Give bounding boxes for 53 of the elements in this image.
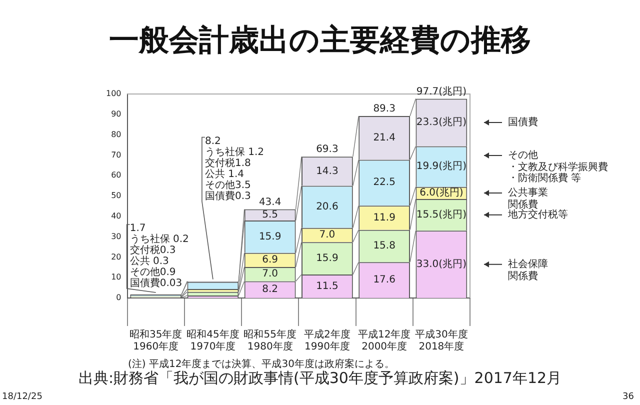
total-label: 69.3 xyxy=(316,144,338,156)
annotation: 1.7 うち社保 0.2 交付税0.3 公共 0.3 その他0.9 国債費0.03 xyxy=(130,223,189,290)
data-label: 7.0 xyxy=(262,268,278,280)
text: 18/12/25 xyxy=(2,392,42,402)
y-tick-label: 80 xyxy=(111,130,122,139)
data-label: 14.3 xyxy=(316,166,338,177)
data-label: 5.5 xyxy=(262,209,278,220)
data-label: 23.3(兆円) xyxy=(416,116,467,128)
text: ・防衛関係費 等 xyxy=(508,172,582,184)
text: 社会保障関係費 xyxy=(508,258,548,282)
text: 36 xyxy=(622,392,634,402)
data-label: 33.0(兆円) xyxy=(416,258,467,270)
y-tick-label: 30 xyxy=(111,232,122,241)
data-label: 15.9 xyxy=(316,252,338,264)
data-label: 19.9(兆円) xyxy=(416,160,467,172)
data-label: 6.0(兆円) xyxy=(420,186,464,199)
total-label: 43.4 xyxy=(258,196,282,208)
y-tick-label: 100 xyxy=(106,89,122,98)
data-label: 7.0 xyxy=(319,230,336,241)
y-tick-label: 10 xyxy=(111,272,122,282)
data-label: 15.9 xyxy=(258,231,282,242)
text: その他 xyxy=(508,149,538,162)
y-tick-label: 50 xyxy=(111,191,122,200)
text: (注) 平成12年度までは決算、平成30年度は政府案による。 xyxy=(128,358,394,370)
total-label: 97.7(兆円) xyxy=(416,85,467,98)
data-label: 17.6 xyxy=(373,274,396,286)
data-label: 15.5(兆円) xyxy=(416,208,467,220)
data-label: 8.2 xyxy=(262,284,278,296)
y-tick-label: 0 xyxy=(116,293,122,302)
data-label: 21.4 xyxy=(373,132,396,144)
text: 地方交付税等 xyxy=(507,208,568,220)
data-label: 20.6 xyxy=(316,201,338,212)
y-tick-label: 40 xyxy=(111,211,122,220)
chart-title: 一般会計歳出の主要経費の推移 xyxy=(108,22,532,60)
data-label: 15.8 xyxy=(373,240,396,252)
y-tick-label: 70 xyxy=(111,150,122,160)
y-tick-label: 20 xyxy=(111,252,122,262)
data-label: 11.5 xyxy=(316,280,338,292)
data-label: 22.5 xyxy=(373,177,396,188)
data-label: 11.9 xyxy=(373,212,396,224)
total-label: 89.3 xyxy=(373,104,396,115)
x-tick-label: 昭和45年度 1970年度 xyxy=(186,328,240,353)
y-tick-label: 90 xyxy=(111,109,122,118)
source-note: 出典:財務省「我が国の財政事情(平成30年度予算政府案)」2017年12月 xyxy=(77,369,563,388)
data-label: 6.9 xyxy=(262,254,278,266)
x-tick-label: 昭和35年度 1960年度 xyxy=(129,328,182,353)
x-tick-label: 平成30年度 2018年度 xyxy=(415,328,468,353)
text: 国債費 xyxy=(508,116,538,128)
x-tick-label: 平成12年度 2000年度 xyxy=(358,328,411,353)
x-tick-label: 昭和55年度 1980年度 xyxy=(244,328,296,353)
y-tick-label: 60 xyxy=(111,170,122,180)
x-tick-label: 平成2年度 1990年度 xyxy=(304,328,350,353)
text: ・文教及び科学振興費 xyxy=(508,161,608,174)
